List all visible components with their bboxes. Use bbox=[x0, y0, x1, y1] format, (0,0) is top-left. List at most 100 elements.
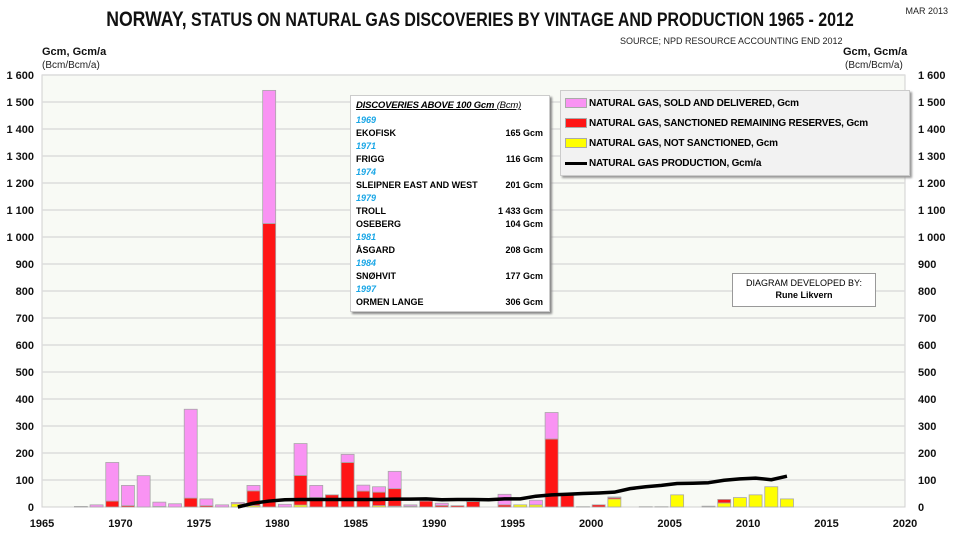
bar-sold bbox=[309, 484, 324, 498]
y-tick-label-right: 1 200 bbox=[918, 178, 946, 190]
bar-sold bbox=[607, 496, 622, 498]
inset-year: 1997 bbox=[356, 284, 377, 294]
bar-sold bbox=[152, 501, 167, 507]
bar-sanctioned bbox=[591, 504, 606, 508]
bar-sanctioned bbox=[717, 499, 732, 504]
legend-item-sanctioned: NATURAL GAS, SANCTIONED REMAINING RESERV… bbox=[565, 113, 909, 133]
y-tick-label-right: 1 300 bbox=[918, 151, 946, 163]
bar-sold bbox=[434, 502, 449, 506]
inset-field-row: FRIGG 116 Gcm bbox=[351, 153, 549, 166]
x-tick-label: 1980 bbox=[265, 518, 289, 530]
bar-not-sanctioned bbox=[780, 498, 794, 508]
inset-heading: DISCOVERIES ABOVE 100 Gcm (Bcm) bbox=[356, 100, 549, 111]
x-tick-label: 2020 bbox=[893, 518, 917, 530]
field-name: SNØHVIT bbox=[356, 271, 397, 281]
discoveries-inset: DISCOVERIES ABOVE 100 Gcm (Bcm) 1969 EKOF… bbox=[350, 95, 550, 312]
bar-sold bbox=[121, 484, 135, 507]
field-volume: 1 433 Gcm bbox=[497, 206, 543, 216]
field-volume: 116 Gcm bbox=[505, 154, 543, 164]
developer-box: DIAGRAM DEVELOPED BY: Rune Likvern bbox=[732, 273, 876, 307]
bar-not-sanctioned bbox=[764, 486, 779, 508]
legend-swatch bbox=[565, 161, 587, 165]
field-name: EKOFISK bbox=[356, 128, 397, 138]
field-name: OSEBERG bbox=[356, 219, 402, 229]
inset-heading-unit: (Bcm) bbox=[496, 100, 522, 111]
y-tick-label-left: 1 000 bbox=[6, 232, 34, 244]
right-axis-unit: Gcm, Gcm/a bbox=[843, 46, 908, 58]
legend-swatch bbox=[565, 138, 587, 148]
bar-sold bbox=[544, 412, 559, 440]
y-tick-label-left: 1 200 bbox=[6, 178, 34, 190]
y-tick-label-left: 200 bbox=[16, 448, 34, 460]
inset-year: 1979 bbox=[356, 193, 377, 203]
y-tick-label-left: 1 300 bbox=[6, 151, 34, 163]
legend-label: NATURAL GAS, NOT SANCTIONED, Gcm bbox=[589, 137, 778, 149]
inset-year: 1984 bbox=[356, 258, 377, 268]
bar-sanctioned bbox=[183, 497, 198, 508]
bar-not-sanctioned bbox=[607, 498, 622, 508]
y-tick-label-right: 1 100 bbox=[918, 205, 946, 217]
y-tick-label-left: 1 500 bbox=[6, 97, 34, 109]
y-tick-label-right: 1 000 bbox=[918, 232, 946, 244]
bar-not-sanctioned bbox=[670, 494, 685, 508]
bar-not-sanctioned bbox=[733, 497, 747, 508]
y-tick-label-left: 500 bbox=[16, 367, 34, 379]
y-tick-label-left: 700 bbox=[16, 313, 34, 325]
inset-field-row: SNØHVIT 177 Gcm bbox=[351, 270, 549, 283]
y-tick-label-right: 0 bbox=[918, 502, 924, 514]
bar-sold bbox=[293, 443, 308, 476]
chart-title: NORWAY, STATUS ON NATURAL GAS DISCOVERIE… bbox=[77, 8, 883, 32]
legend: NATURAL GAS, SOLD AND DELIVERED, Gcm NATU… bbox=[560, 90, 910, 176]
bar-sanctioned bbox=[387, 488, 402, 507]
inset-field-row: TROLL 1 433 Gcm bbox=[351, 205, 549, 218]
x-tick-label: 2005 bbox=[657, 518, 681, 530]
x-tick-label: 1985 bbox=[344, 518, 368, 530]
date-label: MAR 2013 bbox=[905, 6, 948, 16]
bar-sold bbox=[246, 484, 261, 492]
legend-label: NATURAL GAS, SOLD AND DELIVERED, Gcm bbox=[589, 97, 799, 109]
bar-sanctioned bbox=[105, 500, 120, 508]
x-tick-label: 1995 bbox=[500, 518, 524, 530]
bar-sold bbox=[403, 504, 418, 507]
y-tick-label-right: 400 bbox=[918, 394, 936, 406]
bar-sold bbox=[356, 484, 371, 492]
bar-sanctioned bbox=[419, 500, 433, 508]
y-tick-label-left: 1 600 bbox=[6, 70, 34, 82]
x-tick-label: 2010 bbox=[736, 518, 760, 530]
bar-sanctioned bbox=[262, 223, 277, 508]
legend-label: NATURAL GAS PRODUCTION, Gcm/a bbox=[589, 157, 762, 169]
inset-field-row: ÅSGARD 208 Gcm bbox=[351, 244, 549, 257]
developer-name: Rune Likvern bbox=[775, 290, 833, 300]
title-country: NORWAY, bbox=[106, 8, 187, 31]
bar-sold bbox=[215, 504, 230, 508]
field-volume: 208 Gcm bbox=[505, 245, 543, 255]
field-volume: 177 Gcm bbox=[505, 271, 543, 281]
y-tick-label-right: 900 bbox=[918, 259, 936, 271]
y-tick-label-left: 300 bbox=[16, 421, 34, 433]
bar-sold bbox=[105, 462, 120, 502]
bar-sold bbox=[262, 89, 277, 224]
legend-swatch bbox=[565, 98, 587, 108]
x-tick-label: 1965 bbox=[30, 518, 54, 530]
bar-not-sanctioned bbox=[513, 504, 528, 508]
title-text: STATUS ON NATURAL GAS DISCOVERIES BY VIN… bbox=[186, 10, 854, 31]
field-name: FRIGG bbox=[356, 154, 385, 164]
source-label: SOURCE; NPD RESOURCE ACCOUNTING END 2012 bbox=[620, 36, 843, 46]
x-tick-label: 1990 bbox=[422, 518, 446, 530]
field-name: SLEIPNER EAST AND WEST bbox=[356, 180, 478, 190]
field-volume: 165 Gcm bbox=[505, 128, 543, 138]
inset-list: 1969 EKOFISK 165 Gcm 1971 FRIGG 116 Gcm 1974 SL… bbox=[351, 114, 549, 309]
inset-field-row: ORMEN LANGE 306 Gcm bbox=[351, 296, 549, 309]
y-tick-label-left: 600 bbox=[16, 340, 34, 352]
bar-sold bbox=[529, 499, 543, 506]
bar-sanctioned bbox=[466, 501, 481, 508]
bar-sold bbox=[701, 505, 716, 508]
bar-sold bbox=[168, 503, 182, 508]
y-tick-label-right: 1 500 bbox=[918, 97, 946, 109]
field-name: ORMEN LANGE bbox=[356, 297, 424, 307]
y-tick-label-right: 200 bbox=[918, 448, 936, 460]
x-tick-label: 1970 bbox=[108, 518, 132, 530]
x-tick-label: 2000 bbox=[579, 518, 603, 530]
x-tick-label: 2015 bbox=[814, 518, 838, 530]
bar-sold bbox=[73, 506, 88, 508]
